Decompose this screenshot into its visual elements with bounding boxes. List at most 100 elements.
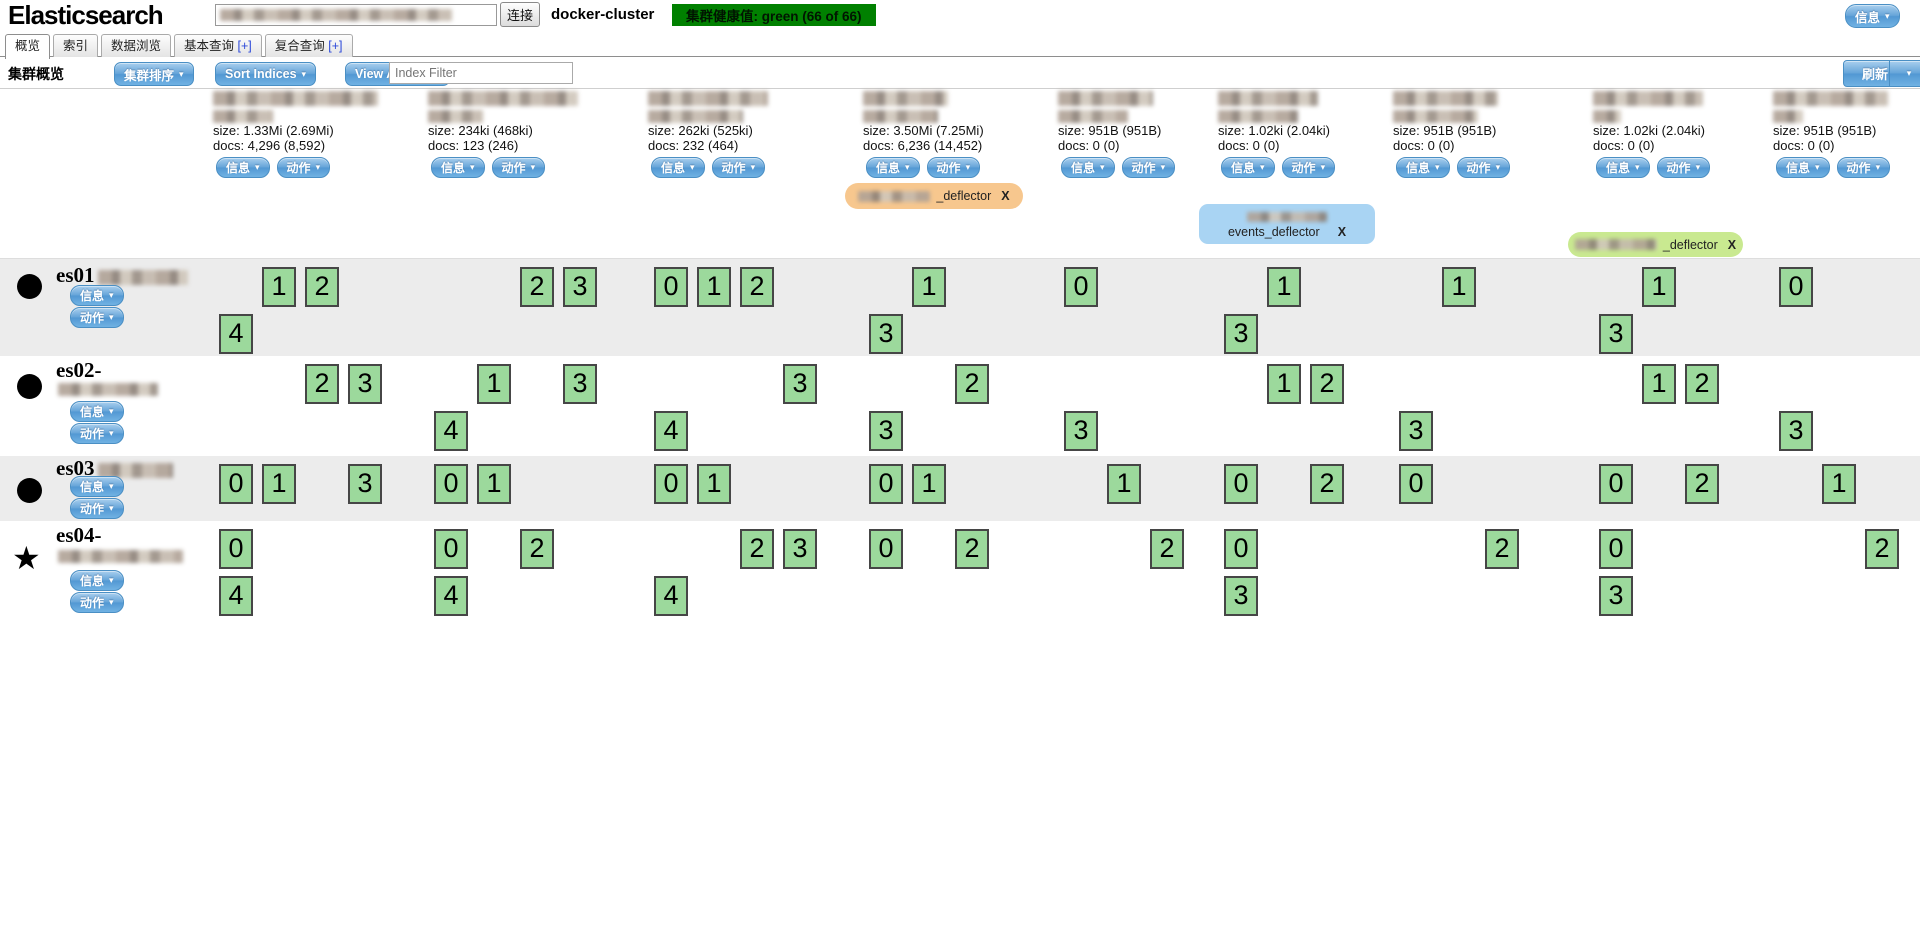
shard-box[interactable]: 3 (869, 314, 903, 354)
node-actions-button[interactable]: 动作 ▾ (70, 498, 124, 519)
shard-box[interactable]: 3 (1779, 411, 1813, 451)
tab-5[interactable]: 复合查询 [+] (264, 34, 353, 57)
index-actions-button[interactable]: 动作 ▾ (1281, 157, 1336, 178)
shard-box[interactable]: 0 (654, 267, 688, 307)
shard-box[interactable]: 1 (912, 464, 946, 504)
shard-box[interactable]: 1 (262, 464, 296, 504)
shard-box[interactable]: 1 (1822, 464, 1856, 504)
shard-box[interactable]: 2 (955, 529, 989, 569)
shard-box[interactable]: 1 (1642, 364, 1676, 404)
shard-box[interactable]: 0 (1599, 464, 1633, 504)
shard-box[interactable]: 2 (1865, 529, 1899, 569)
shard-box[interactable]: 4 (434, 576, 468, 616)
tab-1[interactable]: 概览 (5, 34, 51, 59)
shard-box[interactable]: 0 (869, 529, 903, 569)
sort-indices-button[interactable]: Sort Indices ▾ (215, 62, 317, 86)
shard-box[interactable]: 2 (520, 529, 554, 569)
index-actions-button[interactable]: 动作 ▾ (1656, 157, 1711, 178)
shard-box[interactable]: 0 (1224, 464, 1258, 504)
shard-box[interactable]: 2 (1150, 529, 1184, 569)
shard-box[interactable]: 0 (1599, 529, 1633, 569)
connect-button[interactable]: 连接 (500, 2, 540, 27)
node-actions-button[interactable]: 动作 ▾ (70, 592, 124, 613)
shard-box[interactable]: 0 (869, 464, 903, 504)
shard-box[interactable]: 3 (783, 364, 817, 404)
index-actions-button[interactable]: 动作 ▾ (1836, 157, 1891, 178)
cluster-info-button[interactable]: 信息 ▾ (1845, 4, 1900, 28)
index-actions-button[interactable]: 动作 ▾ (1121, 157, 1176, 178)
index-info-button[interactable]: 信息 ▾ (1221, 157, 1275, 178)
shard-box[interactable]: 1 (477, 464, 511, 504)
shard-box[interactable]: 3 (869, 411, 903, 451)
shard-box[interactable]: 3 (563, 364, 597, 404)
shard-box[interactable]: 2 (1310, 464, 1344, 504)
shard-box[interactable]: 4 (219, 576, 253, 616)
index-actions-button[interactable]: 动作 ▾ (1456, 157, 1511, 178)
shard-box[interactable]: 3 (1224, 576, 1258, 616)
shard-box[interactable]: 1 (912, 267, 946, 307)
shard-box[interactable]: 2 (1310, 364, 1344, 404)
shard-box[interactable]: 3 (1224, 314, 1258, 354)
tab-2[interactable]: 索引 (53, 34, 99, 57)
shard-box[interactable]: 4 (654, 576, 688, 616)
node-info-button[interactable]: 信息 ▾ (70, 570, 124, 591)
shard-box[interactable]: 1 (262, 267, 296, 307)
shard-box[interactable]: 3 (1064, 411, 1098, 451)
alias-remove-button[interactable]: X (1001, 189, 1010, 203)
shard-box[interactable]: 3 (783, 529, 817, 569)
alias-tag-green[interactable]: _deflector X (1568, 232, 1743, 257)
tab-3[interactable]: 数据浏览 (101, 34, 172, 57)
shard-box[interactable]: 4 (219, 314, 253, 354)
shard-box[interactable]: 2 (305, 364, 339, 404)
shard-box[interactable]: 3 (1599, 576, 1633, 616)
node-actions-button[interactable]: 动作 ▾ (70, 307, 124, 328)
shard-box[interactable]: 4 (434, 411, 468, 451)
refresh-dropdown-button[interactable]: ▾ (1889, 60, 1920, 87)
alias-tag-blue[interactable]: events_deflector X (1199, 204, 1375, 244)
shard-box[interactable]: 2 (520, 267, 554, 307)
index-actions-button[interactable]: 动作 ▾ (926, 157, 981, 178)
index-info-button[interactable]: 信息 ▾ (1776, 157, 1830, 178)
index-actions-button[interactable]: 动作 ▾ (491, 157, 546, 178)
index-info-button[interactable]: 信息 ▾ (866, 157, 920, 178)
shard-box[interactable]: 1 (477, 364, 511, 404)
shard-box[interactable]: 0 (1064, 267, 1098, 307)
node-info-button[interactable]: 信息 ▾ (70, 476, 124, 497)
node-info-button[interactable]: 信息 ▾ (70, 285, 124, 306)
shard-box[interactable]: 3 (1399, 411, 1433, 451)
alias-remove-button[interactable]: X (1337, 224, 1347, 239)
index-actions-button[interactable]: 动作 ▾ (276, 157, 331, 178)
shard-box[interactable]: 1 (1267, 267, 1301, 307)
shard-box[interactable]: 0 (1399, 464, 1433, 504)
shard-box[interactable]: 1 (1442, 267, 1476, 307)
index-info-button[interactable]: 信息 ▾ (1061, 157, 1115, 178)
shard-box[interactable]: 2 (1685, 464, 1719, 504)
node-actions-button[interactable]: 动作 ▾ (70, 423, 124, 444)
index-info-button[interactable]: 信息 ▾ (651, 157, 705, 178)
alias-tag-orange[interactable]: _deflector X (845, 183, 1023, 209)
shard-box[interactable]: 3 (563, 267, 597, 307)
shard-box[interactable]: 2 (305, 267, 339, 307)
shard-box[interactable]: 0 (1224, 529, 1258, 569)
shard-box[interactable]: 3 (348, 364, 382, 404)
index-info-button[interactable]: 信息 ▾ (1396, 157, 1450, 178)
shard-box[interactable]: 4 (654, 411, 688, 451)
alias-remove-button[interactable]: X (1727, 237, 1737, 252)
shard-box[interactable]: 2 (1485, 529, 1519, 569)
index-info-button[interactable]: 信息 ▾ (1596, 157, 1650, 178)
tab-4[interactable]: 基本查询 [+] (174, 34, 262, 57)
index-info-button[interactable]: 信息 ▾ (216, 157, 270, 178)
shard-box[interactable]: 1 (1107, 464, 1141, 504)
shard-box[interactable]: 2 (740, 267, 774, 307)
shard-box[interactable]: 1 (1642, 267, 1676, 307)
shard-box[interactable]: 2 (1685, 364, 1719, 404)
index-filter-input[interactable] (389, 62, 573, 84)
shard-box[interactable]: 0 (434, 464, 468, 504)
connection-url-input[interactable] (215, 4, 497, 26)
shard-box[interactable]: 0 (219, 529, 253, 569)
shard-box[interactable]: 0 (1779, 267, 1813, 307)
index-actions-button[interactable]: 动作 ▾ (711, 157, 766, 178)
shard-box[interactable]: 2 (740, 529, 774, 569)
node-info-button[interactable]: 信息 ▾ (70, 401, 124, 422)
cluster-sort-button[interactable]: 集群排序 ▾ (114, 62, 194, 86)
